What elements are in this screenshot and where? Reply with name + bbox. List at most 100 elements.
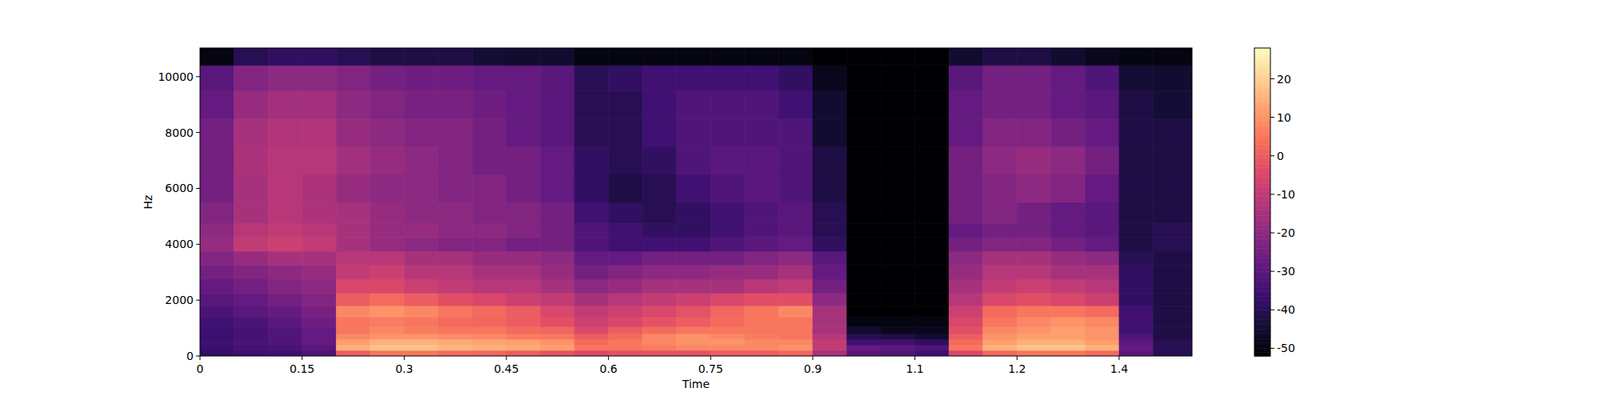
cell [1152,305,1192,317]
cell [983,305,1018,317]
cell [915,279,950,293]
cell [744,265,780,280]
cell [983,118,1018,147]
cell [1016,350,1052,356]
colorbar-tick [1270,309,1275,311]
cell [404,339,439,345]
cell [234,350,269,356]
cell [472,350,507,356]
cell [200,202,235,224]
cell [847,292,882,306]
cell [234,279,269,293]
cell [642,251,677,265]
cell [1152,90,1192,119]
cell [915,350,950,356]
cell [812,251,848,265]
cell [880,265,916,280]
colorbar-tick-label: 20 [1276,72,1292,86]
cell [1016,326,1052,334]
cell [540,326,576,334]
cell [983,48,1018,66]
cell [1152,146,1192,175]
cell [880,292,916,306]
cell [200,279,235,293]
cell [506,279,541,293]
cell [1119,251,1154,265]
cell [744,48,780,66]
cell [1084,65,1120,91]
cell [200,237,235,252]
cell [370,265,405,280]
cell [1152,118,1192,147]
cell [676,350,712,356]
cell [268,251,303,265]
cell [608,118,644,147]
cell [540,237,576,252]
cell [847,174,882,203]
cell [1084,146,1120,175]
cell [1152,292,1192,306]
cell [778,118,813,147]
cell [642,223,677,237]
cell [1051,174,1086,203]
cell [574,237,609,252]
cell [608,279,644,293]
cell [642,265,677,280]
cell [948,316,984,327]
cell [438,333,473,340]
cell [983,326,1018,334]
cell [948,65,984,91]
cell [710,333,745,340]
cell [710,251,745,265]
cell [710,279,745,293]
x-tick [914,356,916,360]
cell [268,305,303,317]
cell [472,174,507,203]
cell [540,279,576,293]
cell [1119,48,1154,66]
cell [812,65,848,91]
cell [812,90,848,119]
cell [1051,344,1086,351]
cell [200,350,235,356]
cell [880,339,916,345]
cell [574,146,609,175]
cell [778,48,813,66]
y-tick [196,188,200,189]
cell [1084,292,1120,306]
cell [404,279,439,293]
cell [404,118,439,147]
cell [574,48,609,66]
cell [847,90,882,119]
cell [812,48,848,66]
cell [370,326,405,334]
cell [268,223,303,237]
cell [200,251,235,265]
cell [710,339,745,345]
cell [268,118,303,147]
cell [710,48,745,66]
colorbar-tick [1270,116,1275,118]
cell [234,339,269,345]
cell [642,292,677,306]
cell [642,333,677,340]
cell [506,305,541,317]
cell [540,292,576,306]
cell [608,251,644,265]
cell [234,48,269,66]
cell [812,292,848,306]
cell [880,251,916,265]
x-tick-label: 1.1 [905,362,924,376]
cell [676,237,712,252]
cell [778,202,813,224]
cell [676,118,712,147]
cell [574,292,609,306]
cell [676,223,712,237]
cell [880,316,916,327]
cell [1152,344,1192,351]
colorbar-tick-label: 10 [1276,111,1292,124]
cell [915,316,950,327]
cell [268,202,303,224]
cell [438,350,473,356]
cell [710,174,745,203]
